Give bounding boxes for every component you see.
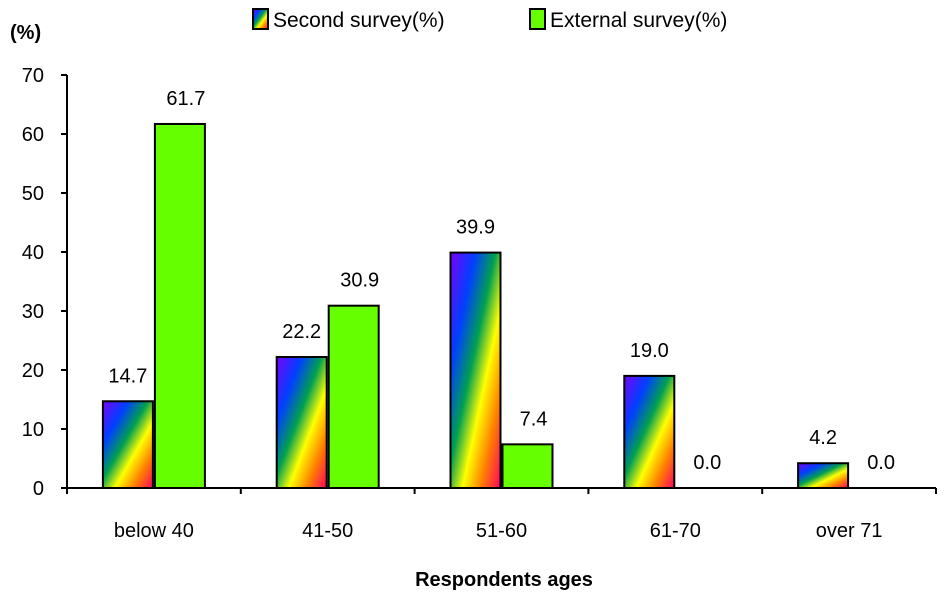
data-label-external-survey: 61.7	[166, 88, 205, 110]
bar-second-survey	[275, 356, 328, 489]
data-label-second-survey: 39.9	[456, 217, 495, 239]
bar-external-survey	[501, 443, 554, 489]
data-label-external-survey: 7.4	[520, 408, 548, 430]
data-label-external-survey: 30.9	[340, 270, 379, 292]
data-label-external-survey: 0.0	[693, 452, 721, 474]
y-tick-label: 50	[22, 183, 44, 205]
legend: Second survey(%) External survey(%)	[252, 8, 727, 32]
y-tick-label: 10	[22, 419, 44, 441]
y-axis-label: (%)	[10, 22, 41, 44]
y-tick-label: 60	[22, 124, 44, 146]
y-axis: 0 10 20 30 40 50 60 70	[22, 65, 68, 500]
x-tick-label: over 71	[816, 520, 883, 542]
legend-label-second-survey: Second survey(%)	[273, 9, 445, 32]
x-tick-label: 61-70	[650, 520, 701, 542]
x-axis: below 40 41-50 51-60 61-70 over 71	[66, 487, 937, 542]
x-tick-label: below 40	[114, 520, 194, 542]
y-tick-label: 70	[22, 65, 44, 87]
bar-second-survey	[449, 251, 502, 489]
x-axis-label: Respondents ages	[415, 569, 593, 591]
data-label-second-survey: 19.0	[630, 340, 669, 362]
bar-external-survey	[153, 122, 206, 489]
y-tick-label: 20	[22, 360, 44, 382]
bar-external-survey	[327, 304, 380, 489]
data-label-second-survey: 14.7	[108, 365, 147, 387]
legend-swatch-external-survey	[529, 8, 546, 30]
bar-second-survey	[797, 462, 850, 490]
y-tick-label: 40	[22, 242, 44, 264]
data-label-second-survey: 4.2	[809, 427, 837, 449]
y-tick-label: 30	[22, 301, 44, 323]
bars: 14.7 61.7 22.2 30.9 39.9 7.4 19.0 0.0 4.2 0.0	[101, 88, 895, 490]
x-tick-label: 51-60	[476, 520, 527, 542]
legend-label-external-survey: External survey(%)	[550, 9, 727, 32]
data-label-external-survey: 0.0	[867, 452, 895, 474]
y-tick-label: 0	[33, 478, 44, 500]
legend-swatch-second-survey	[252, 8, 269, 30]
data-label-second-survey: 22.2	[282, 321, 321, 343]
bar-second-survey	[101, 400, 154, 489]
x-tick-label: 41-50	[302, 520, 353, 542]
bar-second-survey	[623, 374, 676, 489]
